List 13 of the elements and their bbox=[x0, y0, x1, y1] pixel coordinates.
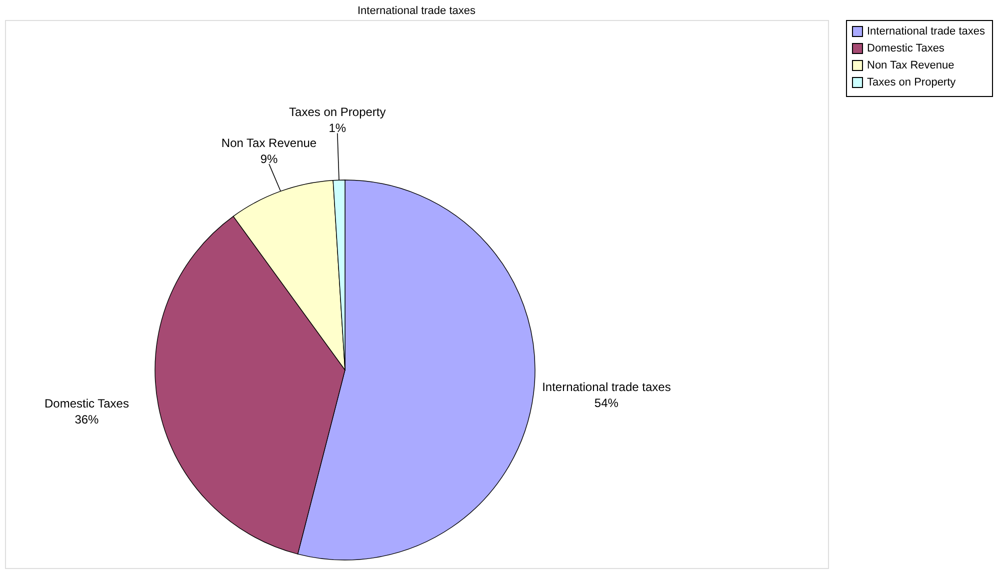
data-label: 1% bbox=[328, 121, 346, 136]
data-label: 36% bbox=[74, 412, 100, 426]
slice-label: Taxes on Property bbox=[289, 105, 386, 120]
chart-title: International trade taxes bbox=[357, 5, 476, 17]
data-label: 9% bbox=[260, 152, 278, 166]
slice-label: International trade taxes bbox=[542, 380, 671, 394]
legend-label: Domestic Taxes bbox=[867, 42, 945, 54]
data-label: 54% bbox=[594, 396, 619, 410]
legend-label: Non Tax Revenue bbox=[867, 60, 954, 72]
legend-label: International trade taxes bbox=[867, 26, 986, 38]
slice-label: Domestic Taxes bbox=[44, 396, 129, 410]
slice-label: Non Tax Revenue bbox=[221, 136, 317, 150]
legend-label: Taxes on Property bbox=[867, 76, 956, 88]
